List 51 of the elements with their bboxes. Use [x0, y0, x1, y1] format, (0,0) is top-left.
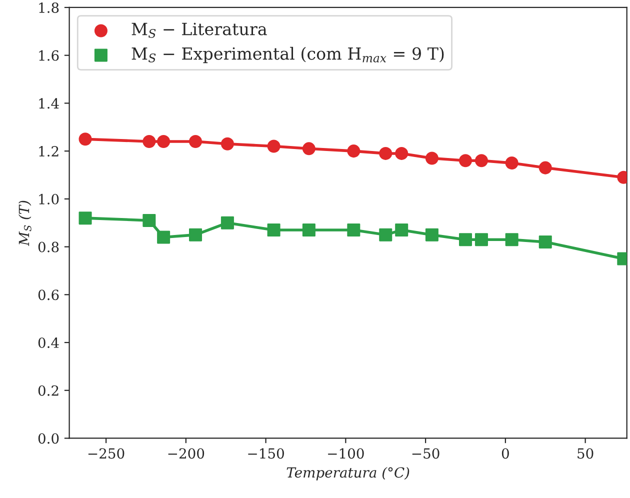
x-tick-label: 50 — [578, 448, 594, 459]
point — [142, 214, 156, 227]
point — [474, 233, 488, 246]
point — [142, 134, 156, 148]
x-axis-title: Temperatura (°C) — [286, 466, 410, 480]
x-tick-label: −200 — [168, 448, 204, 459]
point — [379, 146, 392, 160]
point — [220, 137, 234, 150]
point — [302, 142, 316, 156]
point — [425, 228, 438, 242]
y-tick-label: 0.8 — [38, 242, 59, 252]
point — [395, 224, 408, 237]
legend-label: M$_{S}$ − Experimental (com H$_{max}$ = 9 T) — [132, 46, 444, 64]
y-tick-label: 0.0 — [38, 433, 59, 444]
point — [395, 146, 408, 160]
point — [538, 161, 552, 174]
y-axis-title: M$_{S}$ (T) — [18, 200, 32, 246]
point — [538, 235, 552, 249]
point — [505, 156, 518, 170]
x-tick-label: 0 — [502, 448, 509, 459]
y-tick-label: 1.4 — [39, 98, 59, 109]
point — [425, 152, 438, 165]
legend-label: M$_{S}$ − Literatura — [132, 22, 267, 38]
y-tick-label: 1.0 — [39, 194, 59, 204]
point — [267, 140, 280, 153]
point — [458, 154, 472, 168]
point — [220, 216, 234, 230]
point — [347, 144, 360, 158]
x-tick-label: −250 — [88, 448, 124, 459]
point — [157, 230, 170, 244]
y-tick-label: 0.4 — [38, 337, 59, 348]
point — [505, 233, 518, 246]
x-tick-label: −50 — [412, 448, 440, 459]
x-tick-label: −150 — [248, 448, 284, 459]
point — [78, 132, 92, 146]
point — [157, 134, 170, 148]
y-tick-label: 0.2 — [38, 385, 58, 396]
y-tick-label: 1.2 — [39, 146, 58, 157]
point — [189, 134, 202, 148]
point — [78, 212, 92, 225]
point — [458, 233, 472, 246]
y-tick-label: 1.6 — [39, 50, 59, 61]
y-tick-label: 0.6 — [38, 290, 59, 300]
point — [189, 228, 202, 242]
x-tick-label: −100 — [328, 448, 364, 459]
point — [302, 224, 316, 237]
point — [474, 154, 488, 168]
y-tick-label: 1.8 — [39, 2, 59, 13]
point — [379, 228, 392, 242]
point — [267, 224, 280, 237]
point — [347, 224, 360, 237]
